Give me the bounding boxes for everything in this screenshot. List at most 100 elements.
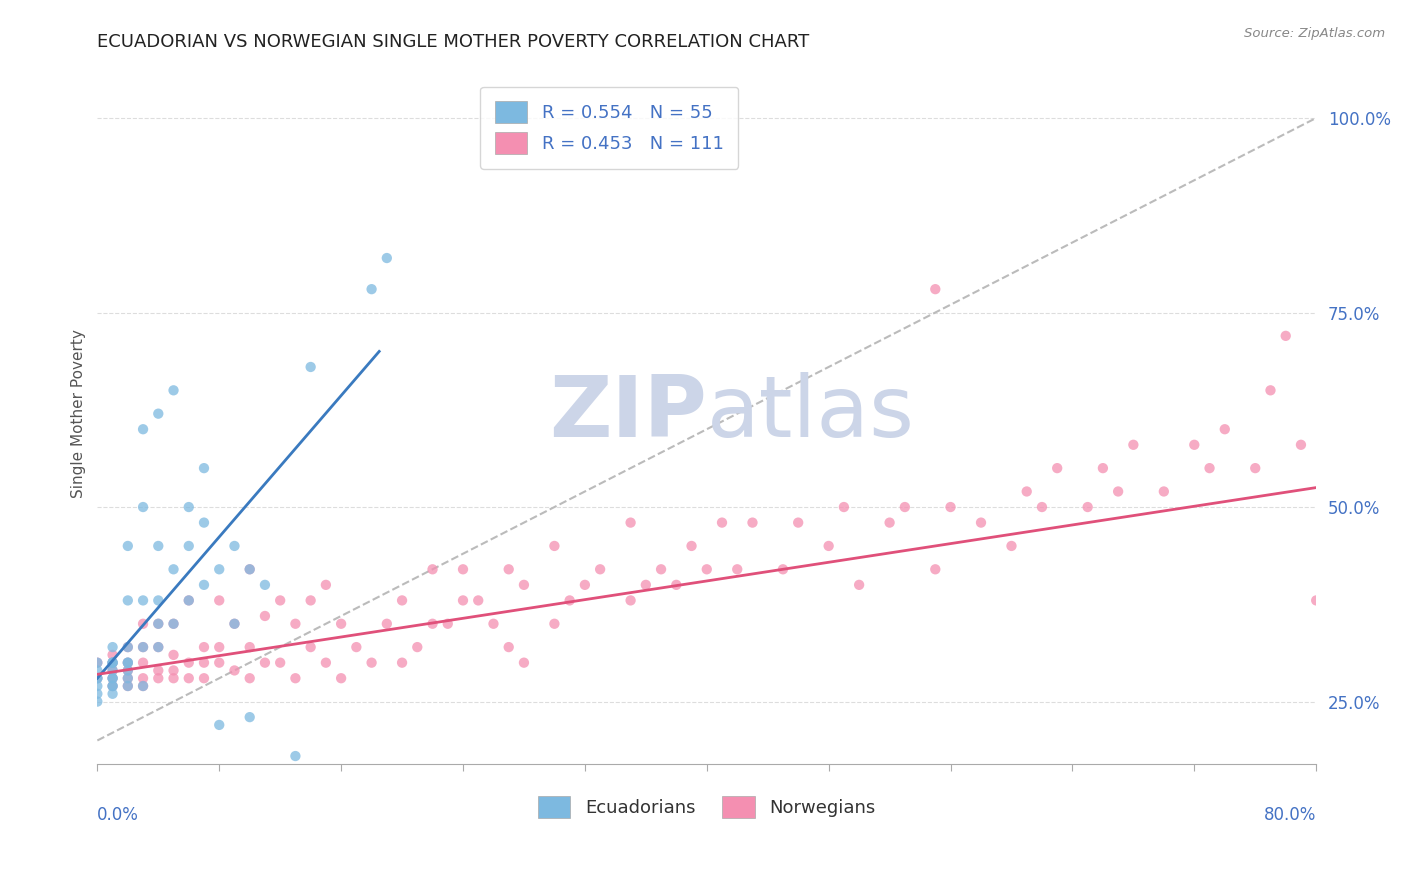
Point: [634, 578, 657, 592]
Text: Source: ZipAtlas.com: Source: ZipAtlas.com: [1244, 27, 1385, 40]
Point: [117, 679, 139, 693]
Point: [148, 616, 170, 631]
Point: [101, 679, 124, 693]
Point: [269, 656, 291, 670]
Point: [239, 710, 262, 724]
Point: [375, 251, 398, 265]
Point: [939, 500, 962, 514]
Point: [117, 679, 139, 693]
Point: [117, 539, 139, 553]
Point: [208, 656, 231, 670]
Point: [239, 562, 262, 576]
Point: [177, 593, 200, 607]
Point: [86, 679, 108, 693]
Text: ZIP: ZIP: [548, 372, 707, 455]
Point: [224, 664, 246, 678]
Point: [148, 616, 170, 631]
Point: [1000, 539, 1022, 553]
Point: [101, 687, 124, 701]
Point: [725, 562, 748, 576]
Point: [589, 562, 612, 576]
Point: [224, 539, 246, 553]
Point: [924, 562, 946, 576]
Point: [162, 616, 184, 631]
Point: [299, 593, 322, 607]
Point: [101, 664, 124, 678]
Point: [132, 640, 155, 654]
Point: [193, 656, 215, 670]
Point: [117, 593, 139, 607]
Point: [330, 616, 353, 631]
Point: [224, 616, 246, 631]
Point: [86, 671, 108, 685]
Point: [117, 640, 139, 654]
Point: [650, 562, 672, 576]
Point: [711, 516, 734, 530]
Point: [772, 562, 794, 576]
Point: [162, 616, 184, 631]
Point: [239, 640, 262, 654]
Point: [132, 671, 155, 685]
Point: [970, 516, 993, 530]
Text: 80.0%: 80.0%: [1264, 805, 1316, 824]
Point: [86, 664, 108, 678]
Point: [86, 695, 108, 709]
Point: [101, 671, 124, 685]
Point: [422, 616, 444, 631]
Point: [177, 539, 200, 553]
Point: [1031, 500, 1053, 514]
Point: [741, 516, 763, 530]
Point: [558, 593, 581, 607]
Point: [86, 671, 108, 685]
Point: [117, 640, 139, 654]
Point: [681, 539, 703, 553]
Legend: Ecuadorians, Norwegians: Ecuadorians, Norwegians: [530, 789, 883, 825]
Point: [193, 461, 215, 475]
Point: [177, 593, 200, 607]
Point: [148, 640, 170, 654]
Point: [239, 562, 262, 576]
Point: [148, 671, 170, 685]
Point: [894, 500, 917, 514]
Point: [101, 679, 124, 693]
Point: [86, 687, 108, 701]
Point: [208, 562, 231, 576]
Point: [498, 562, 520, 576]
Point: [330, 671, 353, 685]
Text: atlas: atlas: [707, 372, 915, 455]
Point: [132, 679, 155, 693]
Point: [162, 664, 184, 678]
Point: [193, 671, 215, 685]
Point: [148, 593, 170, 607]
Point: [101, 679, 124, 693]
Point: [132, 656, 155, 670]
Point: [1182, 438, 1205, 452]
Point: [665, 578, 688, 592]
Point: [451, 593, 474, 607]
Point: [239, 671, 262, 685]
Point: [148, 539, 170, 553]
Point: [117, 664, 139, 678]
Point: [177, 500, 200, 514]
Point: [177, 656, 200, 670]
Point: [177, 671, 200, 685]
Point: [543, 616, 565, 631]
Point: [1289, 438, 1312, 452]
Point: [86, 656, 108, 670]
Point: [1091, 461, 1114, 475]
Point: [422, 562, 444, 576]
Point: [253, 656, 276, 670]
Point: [375, 616, 398, 631]
Point: [86, 671, 108, 685]
Point: [208, 593, 231, 607]
Point: [117, 664, 139, 678]
Point: [360, 282, 382, 296]
Y-axis label: Single Mother Poverty: Single Mother Poverty: [72, 329, 86, 498]
Point: [787, 516, 810, 530]
Point: [299, 359, 322, 374]
Point: [1077, 500, 1099, 514]
Point: [1274, 329, 1296, 343]
Text: 0.0%: 0.0%: [97, 805, 139, 824]
Point: [482, 616, 505, 631]
Point: [513, 578, 536, 592]
